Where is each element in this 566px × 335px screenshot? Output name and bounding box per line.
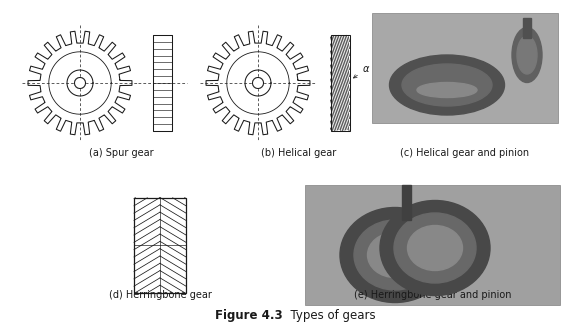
- Bar: [305, 185, 560, 305]
- Text: Figure 4.3: Figure 4.3: [216, 310, 283, 323]
- Bar: [402, 185, 411, 220]
- Bar: [372, 13, 558, 123]
- Bar: [152, 35, 171, 131]
- Ellipse shape: [408, 225, 462, 270]
- Text: (e) Herringbone gear and pinion: (e) Herringbone gear and pinion: [354, 290, 511, 300]
- Text: (c) Helical gear and pinion: (c) Helical gear and pinion: [400, 148, 530, 158]
- Ellipse shape: [512, 27, 542, 82]
- Ellipse shape: [394, 213, 476, 283]
- Ellipse shape: [367, 232, 422, 277]
- Bar: [134, 198, 186, 292]
- Ellipse shape: [354, 220, 436, 290]
- Bar: [331, 35, 349, 131]
- Ellipse shape: [517, 36, 537, 74]
- Text: (b) Helical gear: (b) Helical gear: [261, 148, 337, 158]
- Text: (d) Herringbone gear: (d) Herringbone gear: [109, 290, 212, 300]
- Ellipse shape: [417, 82, 477, 97]
- Text: $\alpha$: $\alpha$: [353, 64, 371, 78]
- Text: Types of gears: Types of gears: [283, 310, 376, 323]
- Bar: [523, 18, 531, 38]
- Circle shape: [252, 77, 264, 88]
- Ellipse shape: [380, 201, 490, 295]
- Text: (a) Spur gear: (a) Spur gear: [89, 148, 153, 158]
- Ellipse shape: [340, 207, 450, 303]
- Ellipse shape: [389, 55, 504, 115]
- Ellipse shape: [402, 64, 492, 106]
- Circle shape: [75, 77, 85, 88]
